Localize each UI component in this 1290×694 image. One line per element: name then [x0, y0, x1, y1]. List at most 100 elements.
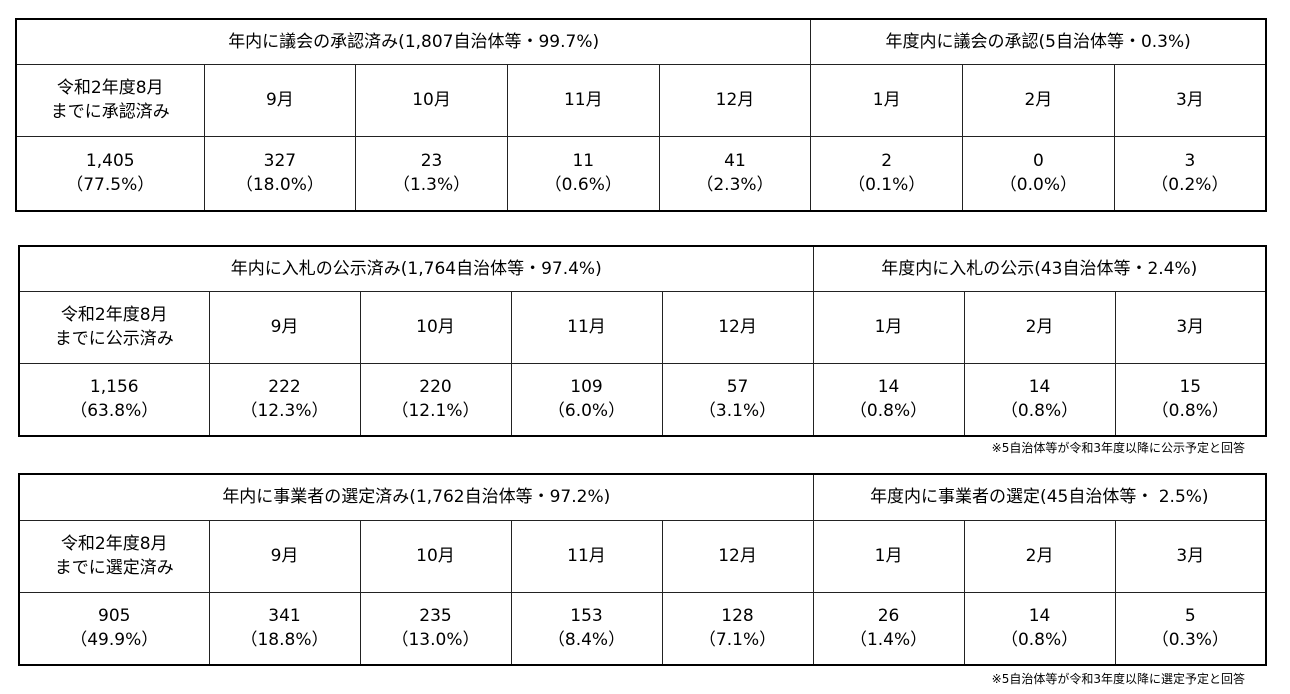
group-header: 年度内に事業者の選定(45自治体等・ 2.5%) [812, 473, 1267, 521]
value-cell: 14 （0.8%） [963, 362, 1116, 437]
column-label: 令和2年度8月 までに選定済み [18, 519, 210, 593]
label-line: 12月 [718, 546, 757, 566]
column-label: 12月 [658, 63, 812, 137]
column-label: 11月 [510, 290, 663, 364]
column-label: 1月 [812, 519, 965, 593]
label-line: 12月 [718, 317, 757, 337]
percent: （49.9%） [70, 630, 159, 651]
label-row: 令和2年度8月 までに選定済み 9月 10月 11月 12月 1月 2月 3月 [18, 519, 1267, 593]
count: 128 [721, 606, 754, 627]
group-header: 年内に事業者の選定済み(1,762自治体等・97.2%) [18, 473, 814, 521]
label-line: までに選定済み [54, 558, 174, 578]
group-header: 年度内に入札の公示(43自治体等・2.4%) [812, 245, 1267, 292]
percent: （0.1%） [848, 175, 926, 196]
value-cell: 57 （3.1%） [661, 362, 814, 437]
count: 3 [1184, 151, 1196, 172]
value-cell: 11 （0.6%） [506, 135, 660, 212]
value-cell: 235 （13.0%） [359, 591, 512, 666]
label-line: 3月 [1175, 90, 1204, 110]
column-label: 11月 [506, 63, 660, 137]
label-line: までに公示済み [54, 329, 174, 349]
value-cell: 1,156 （63.8%） [18, 362, 210, 437]
percent: （1.4%） [849, 630, 928, 651]
value-cell: 2 （0.1%） [810, 135, 964, 212]
percent: （0.8%） [849, 401, 928, 422]
count: 220 [419, 377, 452, 398]
percent: （0.8%） [1000, 630, 1079, 651]
percent: （1.3%） [392, 175, 471, 196]
percent: （3.1%） [698, 401, 777, 422]
data-table: 年内に議会の承認済み(1,807自治体等・99.7%) 年度内に議会の承認(5自治… [15, 18, 1267, 212]
column-label: 3月 [1114, 519, 1267, 593]
table-body: 年内に議会の承認済み(1,807自治体等・99.7%) 年度内に議会の承認(5自治… [15, 18, 1267, 212]
label-line: 11月 [567, 546, 606, 566]
value-cell: 220 （12.1%） [359, 362, 512, 437]
count: 5 [1184, 606, 1196, 627]
label-line: 令和2年度8月 [60, 305, 168, 325]
header-row: 年内に事業者の選定済み(1,762自治体等・97.2%) 年度内に事業者の選定(4… [18, 473, 1267, 521]
value-cell: 109 （6.0%） [510, 362, 663, 437]
column-label: 2月 [962, 63, 1115, 137]
value-cell: 3 （0.2%） [1113, 135, 1267, 212]
label-line: 10月 [416, 546, 455, 566]
label-line: 10月 [416, 317, 455, 337]
percent: （12.3%） [240, 401, 329, 422]
value-cell: 341 （18.8%） [208, 591, 361, 666]
value-cell: 5 （0.3%） [1114, 591, 1267, 666]
column-label: 9月 [203, 63, 357, 137]
column-label: 10月 [355, 63, 508, 137]
label-line: 2月 [1025, 546, 1054, 566]
percent: （0.8%） [1151, 401, 1229, 422]
percent: （12.1%） [391, 401, 480, 422]
value-cell: 153 （8.4%） [510, 591, 663, 666]
label-line: 9月 [265, 90, 294, 110]
percent: （77.5%） [66, 175, 155, 196]
column-label: 10月 [359, 290, 512, 364]
label-row: 令和2年度8月 までに公示済み 9月 10月 11月 12月 1月 2月 3月 [18, 290, 1267, 364]
value-cell: 327 （18.0%） [203, 135, 357, 212]
label-line: 1月 [874, 317, 903, 337]
data-table: 年内に事業者の選定済み(1,762自治体等・97.2%) 年度内に事業者の選定(4… [18, 473, 1268, 666]
value-row: 1,156 （63.8%） 222 （12.3%） 220 （12.1%） 109 （6.0%… [18, 362, 1267, 437]
table-body: 年内に入札の公示済み(1,764自治体等・97.4%) 年度内に入札の公示(43自… [18, 245, 1267, 437]
value-cell: 15 （0.8%） [1114, 362, 1267, 437]
percent: （0.2%） [1151, 175, 1229, 196]
value-cell: 14 （0.8%） [963, 591, 1116, 666]
percent: （0.6%） [544, 175, 622, 196]
count: 11 [572, 151, 595, 172]
label-line: 3月 [1176, 546, 1205, 566]
count: 23 [420, 151, 443, 172]
label-line: 9月 [270, 317, 299, 337]
count: 14 [1028, 606, 1051, 627]
percent: （8.4%） [547, 630, 626, 651]
count: 26 [877, 606, 900, 627]
column-label: 1月 [810, 63, 964, 137]
percent: （0.3%） [1151, 630, 1229, 651]
count: 905 [98, 606, 131, 627]
percent: （2.3%） [696, 175, 774, 196]
label-line: 令和2年度8月 [60, 534, 168, 554]
value-row: 1,405 （77.5%） 327 （18.0%） 23 （1.3%） 11 （0.6%） 41… [15, 135, 1267, 212]
label-line: 2月 [1024, 90, 1053, 110]
label-line: 9月 [270, 546, 299, 566]
count: 0 [1032, 151, 1044, 172]
label-line: 2月 [1025, 317, 1054, 337]
count: 57 [726, 377, 749, 398]
column-label: 12月 [661, 290, 814, 364]
count: 14 [1028, 377, 1051, 398]
value-cell: 14 （0.8%） [812, 362, 965, 437]
value-cell: 222 （12.3%） [208, 362, 361, 437]
count: 109 [570, 377, 603, 398]
count: 2 [881, 151, 893, 172]
column-label: 3月 [1114, 290, 1267, 364]
value-cell: 41 （2.3%） [658, 135, 812, 212]
percent: （0.8%） [1000, 401, 1079, 422]
table-body: 年内に事業者の選定済み(1,762自治体等・97.2%) 年度内に事業者の選定(4… [18, 473, 1267, 666]
label-line: 11月 [567, 317, 606, 337]
column-label: 1月 [812, 290, 965, 364]
label-line: 10月 [412, 90, 451, 110]
group-header: 年内に入札の公示済み(1,764自治体等・97.4%) [18, 245, 814, 292]
label-line: 令和2年度8月 [56, 78, 164, 98]
value-cell: 0 （0.0%） [962, 135, 1115, 212]
